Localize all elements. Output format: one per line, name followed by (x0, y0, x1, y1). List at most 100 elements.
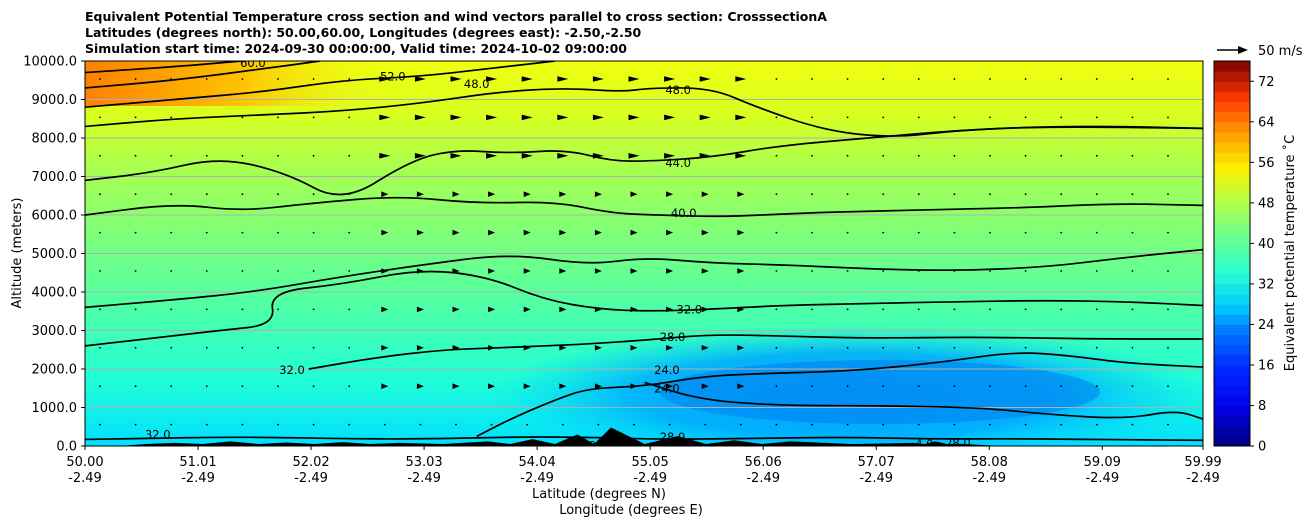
wind-vector (312, 154, 315, 157)
wind-vector (348, 116, 351, 119)
wind-vector (277, 193, 279, 196)
wind-vector (775, 78, 778, 80)
wind-vector (1095, 385, 1098, 388)
contour-line (308, 334, 1203, 370)
colorbar-segment (1214, 243, 1250, 254)
colorbar-segment (1214, 223, 1250, 234)
colorbar-segment (1214, 212, 1250, 224)
wind-vector (134, 385, 137, 388)
contour-line (85, 87, 1203, 137)
wind-vector (241, 346, 244, 349)
contour-label: 28.0 (660, 330, 686, 344)
contour-label: 28.0 (945, 436, 971, 450)
wind-vector (381, 229, 389, 236)
wind-vector (1060, 308, 1063, 311)
wind-vector (811, 346, 813, 349)
wind-vector (737, 268, 745, 274)
wind-vector (882, 346, 885, 349)
wind-vector (775, 346, 778, 349)
wind-vector (419, 423, 422, 426)
wind-vector (1167, 231, 1169, 234)
wind-vector (277, 308, 279, 311)
wind-vector (1024, 154, 1027, 157)
wind-vector (416, 345, 424, 351)
wind-vector (348, 78, 351, 80)
wind-vector (811, 78, 813, 80)
x-tick-lat: 57.07 (858, 455, 895, 470)
wind-vector (811, 308, 813, 311)
x-tick-lat: 58.08 (971, 455, 1008, 470)
wind-vector (1060, 193, 1063, 196)
contour-label: 4.0 (915, 437, 933, 451)
colorbar-segment (1214, 121, 1250, 133)
wind-vector (379, 114, 391, 121)
wind-vector (882, 423, 885, 426)
wind-vector (953, 308, 956, 311)
wind-vector (917, 385, 920, 388)
wind-vector (953, 346, 956, 349)
wind-vector (1167, 78, 1169, 80)
wind-vector (559, 229, 567, 236)
wind-vector (1131, 423, 1134, 426)
wind-vector (594, 229, 602, 236)
wind-vector (989, 193, 991, 196)
wind-vector (134, 78, 137, 80)
wind-vector (1024, 385, 1027, 388)
wind-vector (666, 345, 674, 351)
wind-vector (134, 154, 137, 157)
wind-vector (312, 423, 315, 426)
colorbar-segment (1214, 192, 1250, 204)
wind-vector (134, 423, 137, 426)
wind-vector (134, 116, 137, 119)
wind-vector (1167, 423, 1169, 426)
y-tick-label: 10000.0 (23, 55, 77, 70)
wind-vector (205, 78, 208, 80)
colorbar-frame (1213, 60, 1251, 447)
wind-vector (312, 231, 315, 234)
contour-line (85, 61, 556, 109)
wind-vector (205, 346, 208, 349)
wind-vector (737, 383, 745, 389)
contour-label: 32.0 (279, 363, 305, 377)
wind-vector (882, 78, 885, 80)
wind-vector (241, 308, 244, 311)
wind-vector (846, 193, 849, 196)
x-tick-lat: 53.03 (405, 455, 442, 470)
colorbar-segment (1214, 61, 1250, 72)
x-tick-lat: 52.02 (292, 455, 329, 470)
colorbar-segment (1214, 405, 1250, 417)
wind-vector (1095, 423, 1098, 426)
wind-vector (917, 346, 920, 349)
y-tick-label: 7000.0 (32, 170, 78, 185)
wind-vector (1095, 154, 1098, 157)
wind-vector (953, 231, 956, 234)
wind-vector (668, 423, 671, 426)
wind-vector (348, 154, 351, 157)
wind-vector (312, 193, 315, 196)
colorbar-segment (1214, 324, 1250, 336)
wind-vector (277, 154, 279, 157)
wind-vector (917, 193, 920, 196)
wind-vector (1024, 270, 1027, 272)
x-tick-lat: 50.00 (66, 455, 103, 470)
colorbar-segment (1214, 202, 1250, 214)
wind-vector (450, 153, 462, 159)
wind-vector (1060, 346, 1063, 349)
title-line-3: Simulation start time: 2024-09-30 00:00:… (85, 41, 627, 56)
wind-vector (416, 383, 424, 389)
colorbar-tick-label: 40 (1258, 237, 1275, 252)
wind-vector (811, 231, 813, 234)
wind-vector (99, 78, 101, 80)
wind-vector (701, 191, 709, 197)
wind-vector (312, 116, 315, 119)
x-tick-lon: -2.49 (1085, 471, 1119, 486)
wind-vector (486, 76, 498, 82)
wind-vector (170, 423, 173, 426)
wind-vector (1167, 346, 1169, 349)
wind-vector (882, 193, 885, 196)
wind-vector (312, 270, 315, 272)
wind-vector (381, 306, 389, 313)
contour-label: 32.0 (677, 302, 703, 316)
colorbar-tick-label: 24 (1258, 318, 1275, 333)
wind-vector (846, 385, 849, 388)
